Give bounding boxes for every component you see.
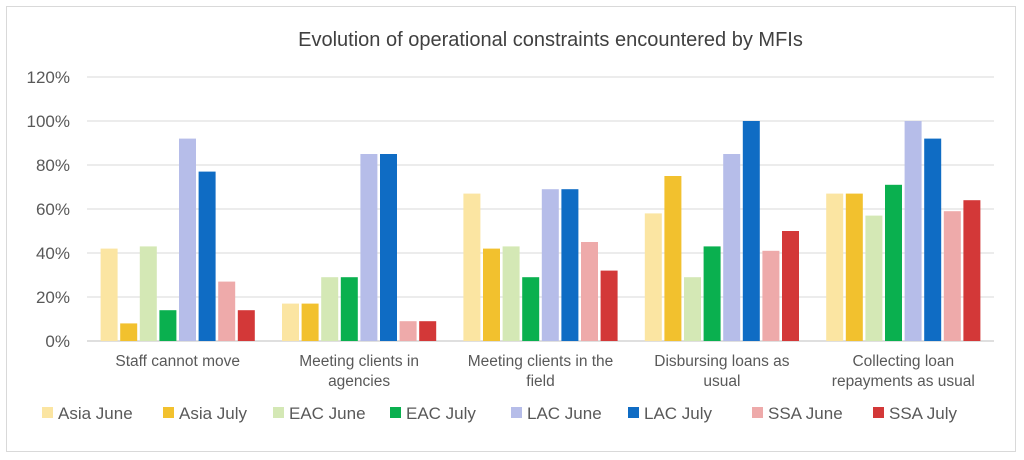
bars — [100, 121, 981, 341]
y-tick-label: 120% — [27, 68, 70, 87]
bar — [360, 154, 378, 341]
legend-swatch — [273, 407, 284, 418]
bar — [218, 281, 236, 341]
legend-swatch — [163, 407, 174, 418]
chart-title: Evolution of operational constraints enc… — [298, 29, 803, 51]
gridlines — [87, 76, 994, 342]
bar — [419, 321, 437, 341]
legend-swatch — [752, 407, 763, 418]
x-category-label: Staff cannot move — [115, 353, 240, 370]
legend-label: SSA July — [889, 404, 958, 423]
y-tick-label: 60% — [36, 200, 70, 219]
legend-swatch — [511, 407, 522, 418]
bar — [399, 321, 417, 341]
y-axis-ticks: 0% 20% 40% 60% 80% 100% 120% — [27, 68, 70, 351]
legend-label: SSA June — [768, 404, 843, 423]
bar — [561, 189, 579, 341]
bar — [684, 277, 701, 341]
legend-label: LAC June — [527, 404, 602, 423]
y-tick-label: 100% — [27, 112, 70, 131]
bar — [237, 310, 255, 341]
bar — [502, 246, 520, 341]
bar — [522, 277, 540, 341]
bar — [723, 154, 741, 341]
bar — [600, 270, 618, 341]
legend-swatch — [390, 407, 401, 418]
bar — [541, 189, 559, 341]
bar — [301, 303, 319, 341]
bar — [904, 121, 922, 341]
x-category-label: Collecting loan repayments as usual — [832, 353, 975, 390]
bar — [762, 250, 780, 341]
bar — [159, 310, 177, 341]
bar — [644, 213, 662, 341]
bar — [321, 277, 339, 341]
y-tick-label: 40% — [36, 244, 70, 263]
legend: Asia June Asia July EAC June EAC July LAC Ju… — [42, 404, 958, 423]
bar — [581, 242, 598, 341]
x-category-label: Disbursing loans as usual — [654, 353, 790, 390]
chart-frame: Evolution of operational constraints enc… — [6, 6, 1016, 452]
legend-label: Asia July — [179, 404, 248, 423]
bar — [826, 193, 844, 341]
legend-label: Asia June — [58, 404, 133, 423]
bar — [100, 248, 118, 341]
legend-label: EAC July — [406, 404, 476, 423]
bar — [943, 211, 961, 341]
legend-swatch — [873, 407, 884, 418]
bar — [483, 248, 500, 341]
bar-chart: Evolution of operational constraints enc… — [27, 29, 994, 423]
bar — [703, 246, 721, 341]
bar — [463, 193, 481, 341]
bar — [340, 277, 358, 341]
legend-label: LAC July — [644, 404, 713, 423]
bar — [380, 154, 397, 341]
bar — [963, 200, 981, 341]
bar — [179, 138, 196, 341]
legend-swatch — [628, 407, 639, 418]
bar — [924, 138, 942, 341]
y-tick-label: 80% — [36, 156, 70, 175]
bar — [198, 171, 216, 341]
bar — [282, 303, 299, 341]
bar — [742, 121, 760, 341]
bar — [120, 323, 138, 341]
bar — [664, 176, 682, 341]
x-axis-categories: Staff cannot move Meeting clients in agenc… — [115, 353, 974, 390]
bar — [845, 193, 863, 341]
legend-swatch — [42, 407, 53, 418]
y-tick-label: 20% — [36, 288, 70, 307]
x-category-label: Meeting clients in the field — [468, 353, 614, 390]
bar — [885, 184, 902, 341]
bar — [782, 231, 799, 341]
legend-label: EAC June — [289, 404, 366, 423]
x-category-label: Meeting clients in agencies — [299, 353, 419, 390]
bar — [865, 215, 883, 341]
bar — [139, 246, 157, 341]
y-tick-label: 0% — [45, 332, 70, 351]
